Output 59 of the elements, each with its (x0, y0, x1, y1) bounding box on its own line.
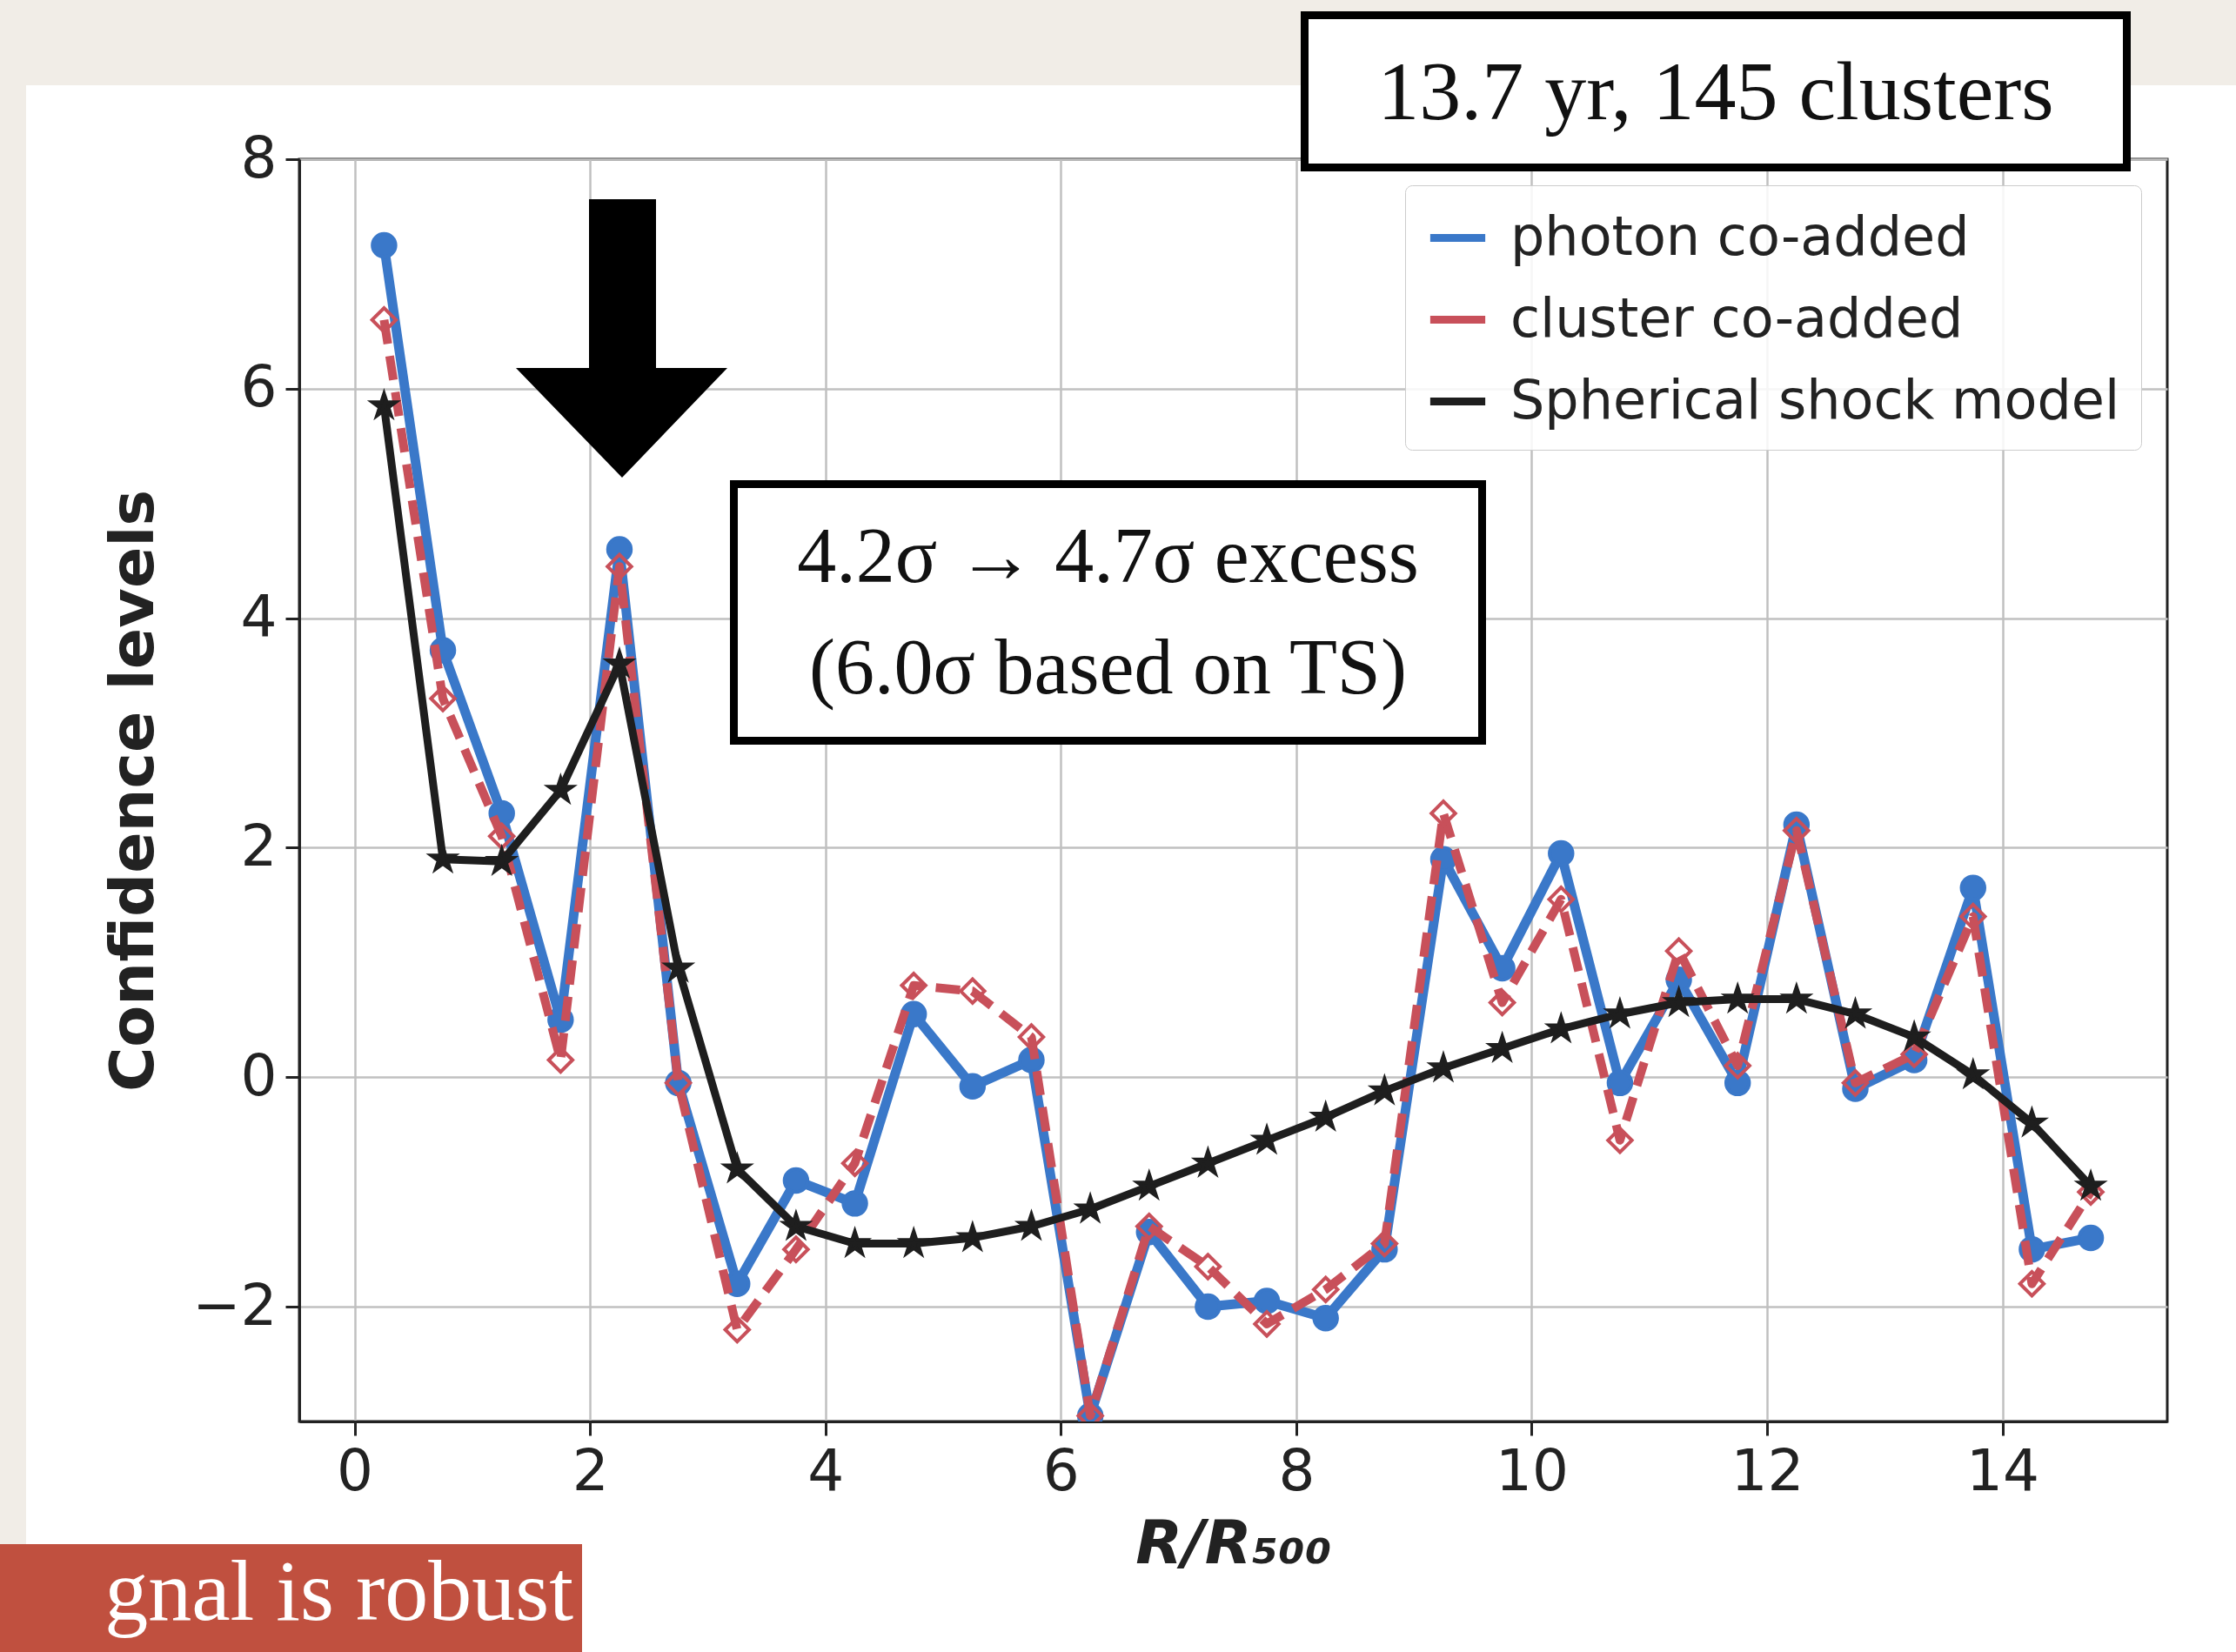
y-tick-label: 0 (240, 1041, 278, 1109)
point (1488, 988, 1516, 1017)
x-tick-label: 6 (1042, 1436, 1080, 1504)
point (371, 231, 398, 259)
x-tick-label: 4 (807, 1436, 845, 1504)
point (1959, 874, 1987, 901)
legend-label: cluster co-added (1510, 285, 1964, 350)
point (723, 1315, 751, 1344)
point (2077, 1224, 2105, 1252)
y-tick-label: 6 (240, 353, 278, 421)
point (840, 1149, 869, 1177)
point (1017, 1023, 1046, 1051)
point (2018, 1270, 2046, 1298)
point (1253, 1310, 1281, 1338)
point (782, 1167, 810, 1194)
point (488, 822, 516, 850)
point (370, 305, 398, 334)
point (1548, 839, 1575, 867)
point (1547, 886, 1575, 913)
x-tick-label: 12 (1731, 1436, 1804, 1504)
legend-label: Spherical shock model (1510, 367, 2120, 431)
x-tick-label: 2 (572, 1436, 609, 1504)
legend-label: photon co-added (1510, 204, 1970, 268)
point (959, 1073, 987, 1100)
point (1194, 1253, 1222, 1281)
annotation: (6.0σ based on TS) (808, 623, 1408, 712)
text: gnal is robust (104, 1543, 573, 1641)
point (1370, 1229, 1399, 1258)
x-tick-label: 10 (1495, 1436, 1569, 1504)
point (429, 685, 457, 712)
point (959, 977, 987, 1006)
point (900, 972, 927, 1000)
point (1312, 1275, 1340, 1303)
y-axis-title: Confidence levels (97, 489, 169, 1093)
point (1959, 902, 1987, 931)
point (1429, 799, 1457, 827)
y-tick-label: 4 (240, 583, 278, 651)
x-tick-label: 14 (1966, 1436, 2040, 1504)
x-axis-title: R/R₅₀₀ (1135, 1506, 1332, 1578)
x-tick-label: 0 (337, 1436, 374, 1504)
point (606, 552, 633, 580)
point (1135, 1213, 1163, 1241)
point (1724, 1052, 1751, 1080)
point (1312, 1305, 1339, 1332)
x-tick-label: 8 (1278, 1436, 1315, 1504)
annotation: 4.2σ → 4.7σ excess (796, 512, 1420, 600)
text: 13.7 yr, 145 clusters (1301, 11, 2131, 171)
point (1841, 1069, 1870, 1097)
y-tick-label: 2 (240, 812, 278, 880)
point (782, 1235, 810, 1263)
point (841, 1190, 868, 1217)
y-tick-label: 8 (240, 124, 278, 191)
point (1664, 937, 1693, 965)
y-tick-label: −2 (192, 1271, 278, 1339)
point (1606, 1127, 1634, 1154)
point (1606, 1069, 1634, 1097)
point (1783, 816, 1811, 845)
point (1195, 1293, 1222, 1321)
point (1253, 1287, 1281, 1314)
